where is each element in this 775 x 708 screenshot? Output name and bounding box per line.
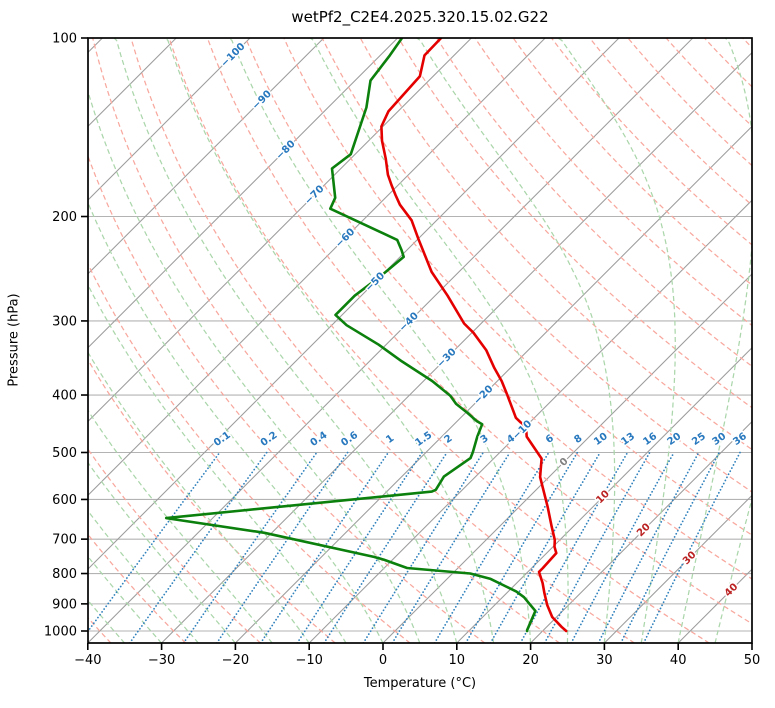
mixing-ratio-label: 25 [690,431,708,448]
mixing-ratio-label: 1.5 [413,430,434,449]
isotherm-lines [88,38,752,643]
mixing-ratio-label: 20 [666,431,684,448]
mixing-ratio-label: 36 [731,431,749,448]
mixing-ratio-label: 3 [479,433,491,446]
plot-area: −100−90−80−70−60−50−40−30−20−10010203040… [88,38,752,643]
mixing-ratio-label: 10 [592,431,610,448]
y-tick-label: 100 [52,32,77,47]
y-tick-label: 700 [52,533,77,548]
mixing-ratio-label: 30 [711,431,729,448]
sounding-profiles [164,38,568,633]
x-tick-label: −30 [148,653,175,668]
y-tick-label: 800 [52,567,77,582]
chart-title: wetPf2_C2E4.2025.320.15.02.G22 [291,8,549,26]
moist-adiabat-lines [88,38,752,643]
mixing-ratio-label: 0.1 [212,430,233,449]
x-tick-label: 0 [379,653,387,668]
mixing-ratio-lines [88,451,741,643]
x-tick-label: 30 [596,653,613,668]
x-tick-label: −10 [295,653,322,668]
y-tick-label: 1000 [44,625,77,640]
isotherm-label: −100 [219,41,247,69]
axis-ticks [81,37,753,650]
mixing-ratio-label: 16 [641,431,659,448]
temperature-line [380,38,568,633]
line-labels: −100−90−80−70−60−50−40−30−20−10010203040… [211,40,751,601]
dry-adiabat-lines [88,38,752,643]
mixing-ratio-label: 1 [384,433,396,446]
y-tick-label: 600 [52,493,77,508]
y-tick-label: 500 [52,446,77,461]
axes-spine [87,37,753,644]
mixing-ratio-label: 6 [544,433,556,446]
x-tick-label: 40 [670,653,687,668]
x-tick-label: 20 [522,653,539,668]
mixing-ratio-label: 13 [619,431,637,448]
y-tick-label: 300 [52,314,77,329]
y-tick-label: 200 [52,210,77,225]
dewpoint-line [164,38,537,633]
x-tick-label: −40 [74,653,101,668]
x-axis-label: Temperature (°C) [363,676,477,691]
axis-tick-labels: −40 −30 −20 −10 0 10 20 30 40 5010020030040050060… [44,32,760,669]
mixing-ratio-label: 0.2 [259,430,280,449]
x-tick-label: 10 [449,653,466,668]
x-tick-label: 50 [744,653,761,668]
y-tick-label: 900 [52,597,77,612]
x-tick-label: −20 [222,653,249,668]
y-tick-label: 400 [52,389,77,404]
